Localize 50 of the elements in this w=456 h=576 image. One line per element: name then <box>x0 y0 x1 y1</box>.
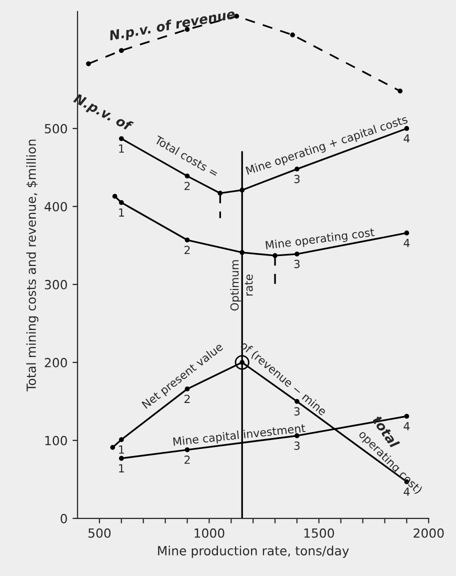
point <box>112 194 118 199</box>
annotation: rate <box>244 274 253 296</box>
y-tick-label: 400 <box>44 202 67 212</box>
annotation: 1 <box>119 464 124 472</box>
point <box>290 32 296 38</box>
annotation: N.p.v. of revenue <box>108 8 236 44</box>
annotation: Optimum <box>230 260 241 311</box>
x-tick-label: 500 <box>88 528 111 538</box>
y-axis-title: Total mining costs and revenue, $million <box>26 140 38 392</box>
y-tick-label: 0 <box>60 514 67 524</box>
point <box>184 447 190 452</box>
point <box>294 166 300 172</box>
x-tick-label: 1500 <box>304 528 334 538</box>
y-tick-label: 500 <box>44 124 67 134</box>
annotation: 2 <box>184 246 190 254</box>
point <box>118 48 124 53</box>
annotation: 2 <box>184 182 190 190</box>
point <box>184 174 190 178</box>
point <box>294 252 300 256</box>
annotation: 3 <box>294 174 300 184</box>
x-axis-title: Mine production rate, tons/day <box>158 546 349 558</box>
x-tick-label: 2000 <box>414 528 444 538</box>
point <box>118 200 124 206</box>
point <box>110 445 116 450</box>
annotation: 1 <box>119 446 124 454</box>
y-tick-label: 300 <box>44 280 67 290</box>
x-tick-label: 1000 <box>194 528 224 538</box>
annotation: 2 <box>184 394 190 403</box>
annotation: 4 <box>404 134 410 142</box>
point <box>404 230 410 236</box>
annotation: 4 <box>404 238 410 247</box>
annotation: 3 <box>294 441 300 450</box>
point <box>398 88 403 94</box>
annotation: Mine operating cost <box>265 228 375 252</box>
y-tick-label: 200 <box>44 358 67 368</box>
point <box>118 437 124 442</box>
point <box>184 238 190 242</box>
annotation: 1 <box>119 208 124 217</box>
point <box>234 355 250 370</box>
annotation: 3 <box>294 407 300 416</box>
point <box>86 61 91 66</box>
point <box>118 136 124 142</box>
annotation: 4 <box>404 422 410 430</box>
annotation: 3 <box>294 260 300 268</box>
point <box>294 398 300 404</box>
y-tick-label: 100 <box>45 436 67 446</box>
annotation: 2 <box>184 456 190 464</box>
annotation: 1 <box>119 144 124 153</box>
point <box>404 414 410 419</box>
point <box>118 456 124 461</box>
